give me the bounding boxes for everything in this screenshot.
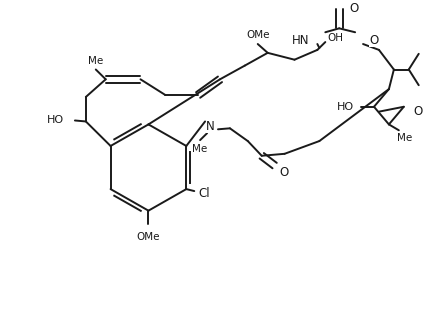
- Text: OMe: OMe: [246, 30, 269, 40]
- Text: Me: Me: [88, 56, 103, 66]
- Text: O: O: [369, 34, 378, 46]
- Text: OMe: OMe: [137, 232, 160, 242]
- Text: O: O: [279, 166, 289, 179]
- Text: Me: Me: [192, 144, 208, 154]
- Text: HO: HO: [47, 116, 64, 126]
- Text: Me: Me: [397, 133, 412, 143]
- Text: OH: OH: [327, 33, 343, 43]
- Text: Cl: Cl: [198, 187, 210, 199]
- Text: N: N: [206, 120, 215, 133]
- Text: HO: HO: [337, 102, 354, 112]
- Text: HN: HN: [292, 34, 310, 46]
- Text: O: O: [414, 105, 423, 118]
- Text: O: O: [349, 2, 358, 15]
